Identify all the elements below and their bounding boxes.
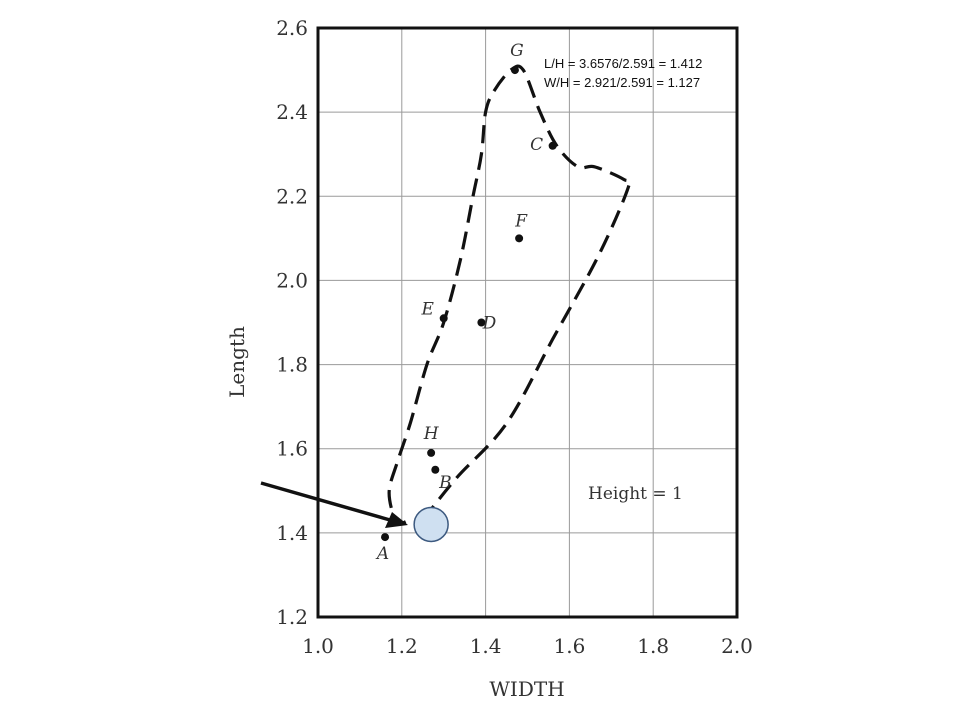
plot-frame: [316, 26, 739, 619]
x-tick-label: 1.6: [553, 634, 585, 658]
x-axis-title: WIDTH: [489, 677, 564, 701]
data-point-e: [439, 314, 448, 323]
point-label-b: B: [438, 473, 452, 493]
height-note: Height = 1: [588, 484, 683, 504]
data-point-h: [427, 448, 436, 457]
point-label-h: H: [423, 424, 440, 444]
point-label-a: A: [375, 544, 389, 564]
data-point-d: [477, 318, 486, 327]
grid-lines: [317, 27, 738, 618]
y-tick-label: 1.2: [276, 605, 308, 629]
data-points: A B H E D F C G: [375, 41, 557, 564]
x-tick-label: 1.4: [470, 634, 502, 658]
pointer-arrow-line: [260, 481, 391, 522]
data-point-g: [510, 66, 519, 75]
point-label-d: D: [482, 314, 497, 334]
lh-ratio-note: L/H = 3.6576/2.591 = 1.412: [544, 56, 702, 71]
y-tick-label: 2.6: [276, 16, 308, 40]
y-tick-label: 1.6: [276, 437, 308, 461]
point-label-g: G: [510, 41, 524, 61]
data-point-a: [381, 533, 390, 542]
x-tick-labels: 1.0 1.2 1.4 1.6 1.8 2.0: [302, 634, 753, 658]
x-tick-label: 1.2: [386, 634, 418, 658]
x-tick-label: 2.0: [721, 634, 753, 658]
highlight-marker: [413, 506, 449, 543]
point-label-f: F: [514, 211, 528, 231]
data-point-c: [548, 141, 557, 150]
y-tick-label: 1.8: [276, 353, 308, 377]
x-tick-label: 1.0: [302, 634, 334, 658]
wh-ratio-note: W/H = 2.921/2.591 = 1.127: [544, 75, 700, 90]
x-tick-label: 1.8: [637, 634, 669, 658]
y-axis-title: Length: [225, 326, 249, 398]
y-tick-label: 2.2: [276, 184, 308, 208]
y-tick-labels: 1.2 1.4 1.6 1.8 2.0 2.2 2.4 2.6: [276, 16, 308, 629]
point-label-c: C: [530, 135, 543, 155]
y-tick-label: 2.0: [276, 268, 308, 292]
point-label-e: E: [420, 299, 434, 319]
data-point-b: [431, 465, 440, 474]
pointer-arrow-head: [385, 512, 408, 528]
y-tick-label: 2.4: [276, 100, 308, 124]
y-tick-label: 1.4: [276, 521, 308, 545]
data-point-f: [515, 234, 524, 243]
region-boundary: [387, 64, 632, 527]
